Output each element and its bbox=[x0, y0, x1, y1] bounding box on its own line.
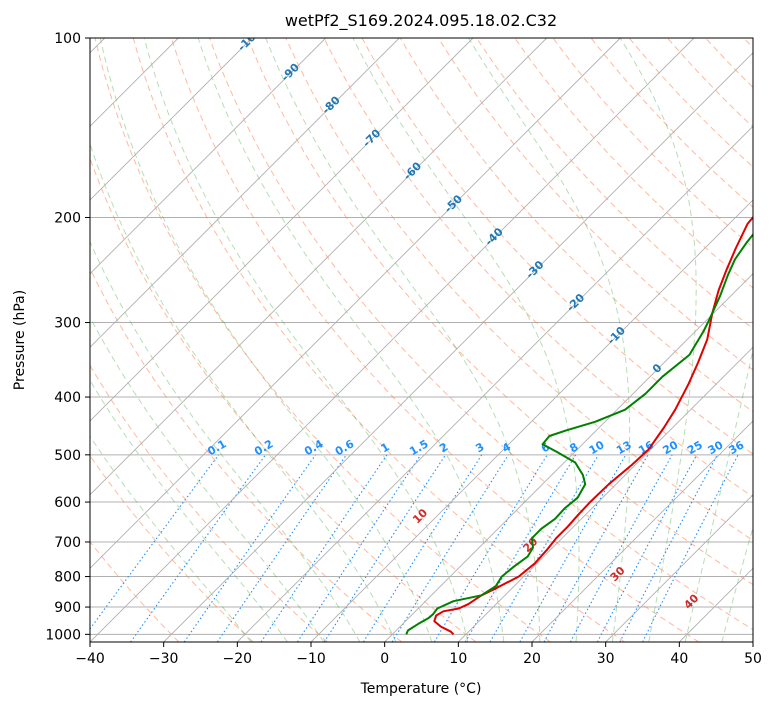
x-tick-label: 10 bbox=[449, 651, 467, 667]
dry-adiabats bbox=[90, 38, 753, 642]
dry-adiabat-line bbox=[437, 38, 753, 371]
x-tick-label: 30 bbox=[597, 651, 615, 667]
mixing-ratio-lines bbox=[90, 454, 739, 642]
isotherm-line bbox=[90, 38, 695, 642]
y-tick-label: 1000 bbox=[45, 627, 81, 643]
temperature-profile-line bbox=[433, 215, 753, 636]
x-tick-label: −30 bbox=[149, 651, 179, 667]
x-tick-label: −20 bbox=[223, 651, 253, 667]
isotherm-line bbox=[163, 52, 753, 642]
mixing-ratio-line bbox=[130, 454, 267, 642]
dry-adiabat-line bbox=[476, 38, 753, 330]
moist-adiabat-line bbox=[721, 525, 753, 642]
moist-adiabat-line bbox=[265, 38, 541, 642]
x-tick-label: 0 bbox=[380, 651, 389, 667]
mixing-ratio-line bbox=[433, 454, 548, 642]
moist-adiabat-line bbox=[197, 38, 505, 642]
isotherm-line bbox=[384, 273, 753, 642]
y-tick-label: 700 bbox=[54, 535, 81, 551]
y-tick-label: 100 bbox=[54, 31, 81, 47]
isotherm-line bbox=[236, 125, 753, 642]
isotherm-line bbox=[90, 38, 474, 422]
dry-adiabat-line bbox=[285, 38, 753, 541]
mixing-ratio-line bbox=[519, 454, 627, 642]
grid-lines bbox=[90, 38, 753, 635]
chart-title: wetPf2_S169.2024.095.18.02.C32 bbox=[285, 11, 557, 31]
y-tick-label: 200 bbox=[54, 211, 81, 227]
dry-adiabat-line bbox=[90, 267, 403, 642]
moist-adiabat-line bbox=[468, 38, 631, 642]
plot-frame bbox=[89, 37, 754, 643]
moist-adiabat-line bbox=[90, 435, 252, 642]
isotherm-line bbox=[90, 38, 253, 201]
moist-adiabat-line bbox=[99, 38, 433, 642]
x-tick-label: −40 bbox=[75, 651, 105, 667]
isotherm-line bbox=[90, 38, 327, 275]
mixing-ratio-line bbox=[90, 454, 220, 630]
dry-adiabat-line bbox=[209, 38, 753, 631]
dry-adiabat-line bbox=[90, 364, 328, 642]
y-tick-label: 500 bbox=[54, 448, 81, 464]
moist-adiabat-line bbox=[352, 38, 580, 642]
mixing-ratio-line bbox=[260, 454, 388, 642]
mixing-ratio-line bbox=[464, 454, 577, 642]
mixing-ratio-line bbox=[183, 454, 316, 642]
y-tick-label: 900 bbox=[54, 600, 81, 616]
moist-adiabat-line bbox=[90, 240, 361, 642]
dry-adiabat-line bbox=[247, 38, 753, 586]
x-tick-label: 20 bbox=[523, 651, 541, 667]
dry-adiabat-line bbox=[323, 38, 753, 498]
moist-adiabat-line bbox=[90, 379, 288, 642]
y-tick-label: 300 bbox=[54, 316, 81, 332]
isotherm-line bbox=[457, 346, 753, 642]
y-tick-label: 600 bbox=[54, 495, 81, 511]
x-tick-label: 40 bbox=[670, 651, 688, 667]
y-tick-label: 400 bbox=[54, 390, 81, 406]
x-axis-ticks: −40 −30 −20 −10 0 10 20 30 40 50 bbox=[75, 642, 762, 667]
isotherm-line bbox=[310, 199, 753, 642]
dry-adiabat-line bbox=[361, 38, 753, 455]
dry-adiabat-line bbox=[90, 157, 477, 642]
isotherms bbox=[90, 38, 753, 642]
y-axis-ticks: 100 200 300 400 500 600 700 800 900 1000 bbox=[45, 31, 90, 643]
mixing-ratio-line bbox=[569, 454, 673, 642]
mixing-ratio-line bbox=[216, 454, 347, 642]
dry-adiabat-line bbox=[399, 38, 753, 413]
isotherm-line bbox=[90, 38, 548, 496]
x-tick-label: 50 bbox=[744, 651, 762, 667]
x-axis-label: Temperature (°C) bbox=[360, 681, 482, 697]
dry-adiabat-line bbox=[94, 38, 551, 642]
isotherm-line bbox=[605, 494, 753, 642]
y-axis-label: Pressure (hPa) bbox=[12, 290, 28, 390]
dewpoint-profile-line bbox=[405, 232, 753, 635]
mixing-ratio-line bbox=[323, 454, 446, 642]
isotherm-line bbox=[90, 38, 621, 569]
profile-series bbox=[405, 215, 753, 636]
dry-adiabat-line bbox=[90, 454, 254, 642]
isotherm-line bbox=[531, 420, 753, 642]
x-tick-label: −10 bbox=[296, 651, 326, 667]
moist-adiabat-line bbox=[619, 38, 697, 642]
isotherm-line bbox=[90, 38, 400, 348]
mixing-ratio-line bbox=[297, 454, 422, 642]
moist-adiabat-line bbox=[684, 347, 753, 642]
dry-adiabat-line bbox=[170, 38, 700, 642]
dry-adiabat-line bbox=[514, 38, 753, 289]
y-tick-label: 800 bbox=[54, 570, 81, 586]
moist-adiabat-line bbox=[90, 316, 325, 642]
